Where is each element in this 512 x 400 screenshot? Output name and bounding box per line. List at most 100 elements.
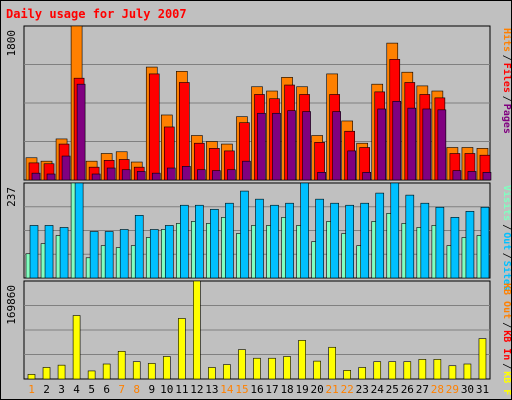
x-tick-label-day-13: 13: [205, 383, 218, 396]
legend-hits: Hits: [501, 28, 511, 52]
bar-pages-day-30: [467, 171, 477, 181]
bar-kb-f-day-29: [448, 365, 457, 380]
legend-separator: /: [501, 253, 511, 259]
bar-pages-day-15: [242, 160, 251, 181]
bar-sites-day-5: [89, 231, 99, 279]
bar-kb-f-day-23: [358, 367, 367, 380]
bar-kb-f-day-24: [373, 361, 382, 380]
bar-sites-day-7: [119, 229, 129, 279]
bar-pages-day-26: [407, 107, 417, 181]
bar-kb-f-day-18: [283, 356, 291, 380]
legend-separator: /: [501, 55, 511, 61]
panel-3-max-label: 169860: [5, 285, 18, 325]
bar-sites-day-3: [59, 227, 69, 279]
bar-kb-f-day-28: [433, 359, 442, 380]
x-tick-label-day-18: 18: [280, 383, 293, 396]
bar-sites-day-15: [240, 190, 249, 279]
bar-kb-f-day-25: [388, 361, 397, 380]
legend-files: Files: [501, 63, 511, 93]
bar-pages-day-2: [46, 173, 56, 181]
x-tick-label-day-11: 11: [175, 383, 188, 396]
bar-kb-f-day-8: [132, 361, 141, 380]
x-tick-label-day-19: 19: [295, 383, 308, 396]
bar-kb-f-day-31: [478, 338, 487, 380]
bar-pages-day-25: [392, 100, 402, 181]
bar-kb-f-day-22: [343, 370, 351, 380]
legend-kb-out: KB Out: [501, 283, 511, 319]
bar-pages-day-21: [332, 111, 341, 181]
bar-sites-day-16: [255, 198, 264, 279]
legend-separator: /: [501, 363, 511, 369]
bar-sites-day-31: [480, 206, 490, 279]
legend-separator: /: [501, 322, 511, 328]
bar-pages-day-13: [212, 170, 221, 181]
bar-kb-f-day-17: [268, 357, 276, 380]
bar-sites-day-23: [360, 202, 370, 279]
bar-kb-f-day-5: [87, 370, 96, 380]
bar-pages-day-23: [362, 172, 372, 181]
bar-pages-day-18: [287, 110, 296, 181]
bar-pages-day-28: [437, 109, 447, 181]
x-tick-label-day-15: 15: [235, 383, 248, 396]
x-tick-label-day-17: 17: [265, 383, 278, 396]
bar-sites-day-1: [29, 225, 39, 279]
bar-pages-day-5: [91, 173, 101, 181]
bar-pages-day-27: [422, 108, 432, 181]
bar-pages-day-7: [121, 169, 131, 181]
legend-separator: /: [501, 96, 511, 102]
bar-kb-f-day-21: [328, 346, 336, 380]
x-tick-label-day-10: 10: [160, 383, 173, 396]
bar-files-day-11: [179, 82, 190, 181]
bar-kb-f-day-9: [147, 363, 156, 380]
x-tick-label-day-2: 2: [43, 383, 50, 396]
legend-pages: Pages: [501, 104, 511, 134]
panel-1-max-label: 1800: [5, 30, 18, 57]
legend-kb-in: KB In: [501, 330, 511, 360]
bar-sites-day-6: [104, 231, 114, 279]
bar-sites-day-18: [285, 202, 294, 279]
bar-kb-f-day-12: [193, 280, 201, 380]
bar-sites-day-17: [270, 204, 279, 279]
bar-kb-f-day-6: [102, 363, 111, 380]
legend-kb-f: KB F: [501, 371, 511, 395]
x-tick-label-day-6: 6: [103, 383, 110, 396]
bar-sites-day-27: [420, 202, 430, 279]
bar-kb-f-day-11: [178, 318, 186, 380]
x-tick-label-day-23: 23: [356, 383, 369, 396]
bar-pages-day-31: [482, 172, 492, 181]
x-tick-label-day-25: 25: [386, 383, 399, 396]
bar-kb-f-day-3: [57, 364, 66, 380]
bar-pages-day-8: [136, 171, 146, 181]
x-tick-label-day-9: 9: [148, 383, 155, 396]
legend-visits: Visits: [501, 185, 511, 221]
x-tick-label-day-14: 14: [220, 383, 234, 396]
x-tick-label-day-28: 28: [431, 383, 444, 396]
bar-kb-f-day-26: [403, 361, 412, 380]
bar-kb-f-day-15: [238, 349, 246, 380]
bar-kb-f-day-2: [42, 367, 51, 380]
bar-sites-day-28: [435, 206, 445, 279]
legend-separator: /: [501, 224, 511, 230]
bar-sites-day-2: [44, 225, 54, 279]
bar-sites-day-19: [300, 182, 309, 279]
x-tick-label-day-20: 20: [311, 383, 324, 396]
bar-pages-day-24: [377, 108, 387, 181]
bar-files-day-9: [148, 73, 160, 181]
x-tick-label-day-29: 29: [446, 383, 459, 396]
bar-kb-f-day-10: [162, 356, 171, 380]
bar-sites-day-20: [315, 198, 324, 279]
bar-pages-day-11: [182, 166, 191, 181]
bar-pages-day-22: [347, 150, 356, 181]
legend-out: Out: [501, 232, 511, 250]
x-tick-label-day-26: 26: [401, 383, 414, 396]
x-tick-label-day-24: 24: [371, 383, 385, 396]
bar-sites-day-24: [375, 192, 385, 279]
bar-sites-day-25: [390, 182, 400, 279]
bar-pages-day-14: [227, 169, 236, 181]
bar-pages-day-20: [317, 172, 326, 181]
bar-sites-day-30: [465, 210, 475, 279]
bar-sites-day-13: [210, 208, 219, 279]
bar-sites-day-22: [345, 204, 354, 279]
bar-sites-day-11: [180, 204, 189, 279]
